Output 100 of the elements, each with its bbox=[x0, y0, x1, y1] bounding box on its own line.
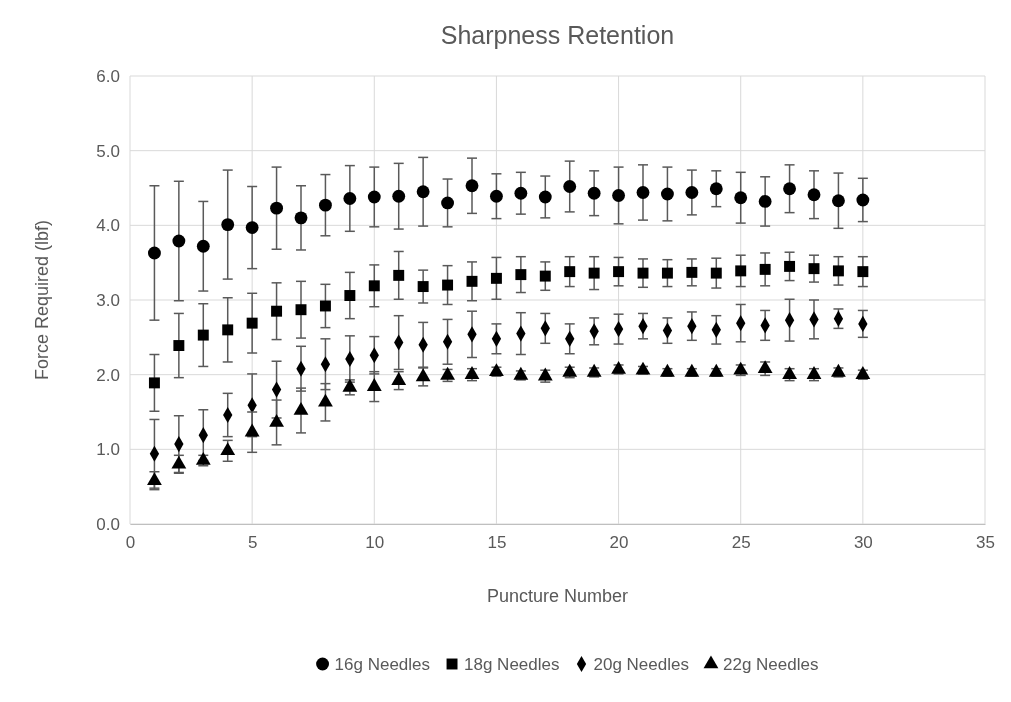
point bbox=[196, 239, 210, 253]
point bbox=[758, 195, 772, 208]
point bbox=[857, 266, 869, 278]
point bbox=[148, 377, 160, 389]
point bbox=[319, 198, 332, 212]
point bbox=[245, 221, 259, 234]
point bbox=[514, 186, 528, 200]
point bbox=[564, 266, 576, 278]
y-tick-label: 1.0 bbox=[96, 440, 120, 460]
point bbox=[392, 189, 406, 203]
point bbox=[295, 304, 307, 316]
y-tick-label: 5.0 bbox=[96, 141, 120, 161]
point bbox=[783, 182, 796, 196]
y-axis-title: Force Required (lbf) bbox=[32, 219, 52, 381]
point bbox=[807, 188, 821, 202]
x-tick-label: 25 bbox=[731, 533, 751, 553]
x-tick-label: 5 bbox=[247, 533, 258, 553]
legend-label: 16g Needles bbox=[334, 655, 431, 674]
point bbox=[708, 363, 724, 377]
point bbox=[318, 393, 333, 407]
point bbox=[465, 179, 479, 193]
point bbox=[148, 246, 161, 260]
point bbox=[222, 324, 234, 336]
point bbox=[612, 189, 625, 202]
point bbox=[466, 275, 478, 287]
point bbox=[442, 279, 454, 291]
point bbox=[586, 363, 602, 377]
point bbox=[197, 329, 209, 341]
x-tick-label: 10 bbox=[365, 533, 385, 553]
point bbox=[393, 269, 405, 281]
legend-label: 22g Needles bbox=[722, 655, 819, 674]
point bbox=[344, 290, 356, 301]
point bbox=[757, 360, 773, 373]
point bbox=[710, 267, 722, 279]
legend-label: 20g Needles bbox=[593, 655, 689, 674]
y-tick-label: 0.0 bbox=[96, 514, 120, 534]
point bbox=[293, 401, 309, 415]
y-tick-label: 4.0 bbox=[96, 216, 120, 236]
point bbox=[784, 260, 796, 272]
point bbox=[661, 187, 674, 201]
point bbox=[613, 266, 625, 278]
point bbox=[147, 472, 162, 485]
y-tick-label: 2.0 bbox=[96, 365, 120, 385]
y-tick-label: 6.0 bbox=[96, 66, 120, 86]
point bbox=[686, 266, 698, 278]
x-tick-label: 35 bbox=[976, 533, 995, 553]
point bbox=[441, 196, 454, 210]
point bbox=[342, 378, 358, 392]
point bbox=[709, 182, 723, 196]
y-tick-label: 3.0 bbox=[96, 290, 120, 310]
point bbox=[343, 192, 357, 205]
point bbox=[269, 413, 284, 427]
point bbox=[538, 190, 552, 204]
point bbox=[172, 234, 186, 248]
point bbox=[171, 455, 187, 469]
point bbox=[637, 267, 649, 279]
legend-label: 18g Needles bbox=[464, 655, 560, 674]
chart-title: Sharpness Retention bbox=[440, 21, 675, 49]
point bbox=[684, 363, 700, 377]
point bbox=[661, 267, 673, 279]
x-tick-label: 15 bbox=[487, 533, 507, 553]
point bbox=[416, 185, 430, 199]
point bbox=[246, 317, 258, 329]
x-axis-title: Puncture Number bbox=[486, 586, 629, 606]
point bbox=[173, 340, 185, 352]
point bbox=[831, 363, 846, 377]
point bbox=[759, 263, 771, 275]
point bbox=[417, 281, 429, 293]
point bbox=[832, 265, 844, 277]
point bbox=[415, 368, 431, 382]
point bbox=[660, 363, 675, 377]
point bbox=[319, 300, 331, 312]
point bbox=[368, 280, 380, 292]
point bbox=[271, 305, 283, 317]
point bbox=[490, 189, 503, 203]
point bbox=[588, 267, 600, 279]
point bbox=[244, 423, 260, 437]
point bbox=[391, 372, 407, 385]
point bbox=[294, 211, 308, 225]
point bbox=[221, 218, 235, 232]
point bbox=[490, 272, 502, 284]
x-tick-label: 30 bbox=[853, 533, 873, 553]
point bbox=[539, 270, 551, 282]
point bbox=[513, 366, 529, 380]
x-tick-label: 0 bbox=[125, 533, 136, 553]
x-tick-label: 20 bbox=[609, 533, 629, 553]
point bbox=[808, 263, 820, 275]
point bbox=[220, 442, 236, 456]
point bbox=[734, 191, 748, 205]
point bbox=[636, 186, 650, 199]
point bbox=[563, 180, 577, 193]
point bbox=[515, 269, 527, 281]
point bbox=[685, 186, 699, 199]
point bbox=[367, 190, 381, 204]
point bbox=[611, 360, 626, 374]
point bbox=[587, 186, 601, 200]
point bbox=[735, 265, 747, 277]
point bbox=[856, 193, 870, 207]
point bbox=[832, 194, 845, 208]
point bbox=[366, 378, 382, 391]
